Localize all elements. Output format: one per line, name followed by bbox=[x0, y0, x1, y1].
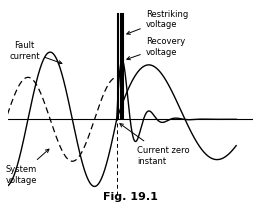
Text: System
voltage: System voltage bbox=[5, 149, 49, 184]
Text: Current zero
instant: Current zero instant bbox=[120, 124, 190, 165]
Text: Fig. 19.1: Fig. 19.1 bbox=[103, 191, 158, 201]
Text: Fault
current: Fault current bbox=[9, 41, 62, 64]
Text: Restriking
voltage: Restriking voltage bbox=[127, 10, 188, 35]
Text: Recovery
voltage: Recovery voltage bbox=[127, 37, 185, 60]
